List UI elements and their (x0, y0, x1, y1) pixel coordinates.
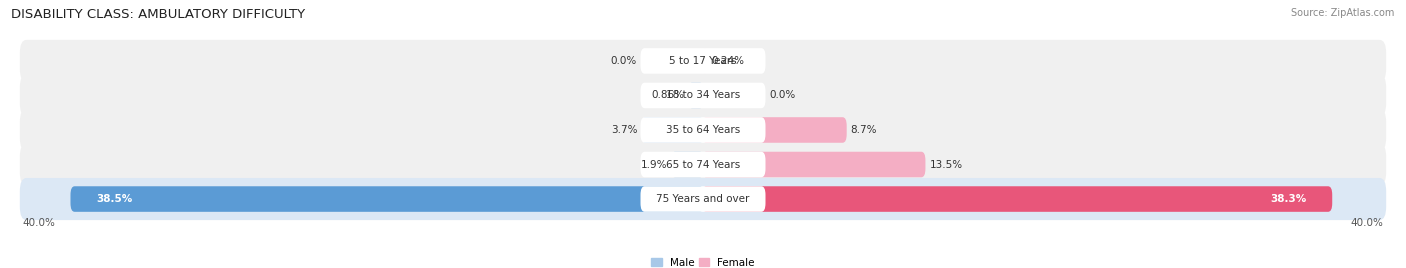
Text: 38.5%: 38.5% (96, 194, 132, 204)
FancyBboxPatch shape (641, 117, 704, 143)
Text: 40.0%: 40.0% (22, 218, 55, 228)
FancyBboxPatch shape (641, 186, 765, 212)
Text: 0.24%: 0.24% (711, 56, 745, 66)
Text: 40.0%: 40.0% (1351, 218, 1384, 228)
Text: 35 to 64 Years: 35 to 64 Years (666, 125, 740, 135)
Text: DISABILITY CLASS: AMBULATORY DIFFICULTY: DISABILITY CLASS: AMBULATORY DIFFICULTY (11, 8, 305, 21)
Text: 65 to 74 Years: 65 to 74 Years (666, 159, 740, 170)
Text: 0.0%: 0.0% (610, 56, 637, 66)
FancyBboxPatch shape (702, 186, 1333, 212)
FancyBboxPatch shape (20, 75, 1386, 117)
FancyBboxPatch shape (20, 40, 1386, 82)
FancyBboxPatch shape (702, 117, 846, 143)
FancyBboxPatch shape (671, 152, 704, 177)
Text: 0.86%: 0.86% (651, 90, 683, 100)
Text: 8.7%: 8.7% (851, 125, 877, 135)
Text: 0.0%: 0.0% (769, 90, 796, 100)
FancyBboxPatch shape (20, 143, 1386, 185)
FancyBboxPatch shape (702, 48, 709, 74)
FancyBboxPatch shape (641, 83, 765, 108)
FancyBboxPatch shape (702, 152, 925, 177)
Text: 1.9%: 1.9% (640, 159, 666, 170)
Text: 75 Years and over: 75 Years and over (657, 194, 749, 204)
FancyBboxPatch shape (641, 152, 765, 177)
FancyBboxPatch shape (641, 48, 765, 74)
Text: 3.7%: 3.7% (610, 125, 637, 135)
FancyBboxPatch shape (688, 83, 704, 108)
Text: Source: ZipAtlas.com: Source: ZipAtlas.com (1291, 8, 1395, 18)
Legend: Male, Female: Male, Female (647, 254, 759, 268)
Text: 5 to 17 Years: 5 to 17 Years (669, 56, 737, 66)
FancyBboxPatch shape (641, 117, 765, 143)
Text: 38.3%: 38.3% (1271, 194, 1306, 204)
Text: 13.5%: 13.5% (929, 159, 963, 170)
FancyBboxPatch shape (20, 178, 1386, 220)
FancyBboxPatch shape (20, 109, 1386, 151)
FancyBboxPatch shape (70, 186, 704, 212)
Text: 18 to 34 Years: 18 to 34 Years (666, 90, 740, 100)
